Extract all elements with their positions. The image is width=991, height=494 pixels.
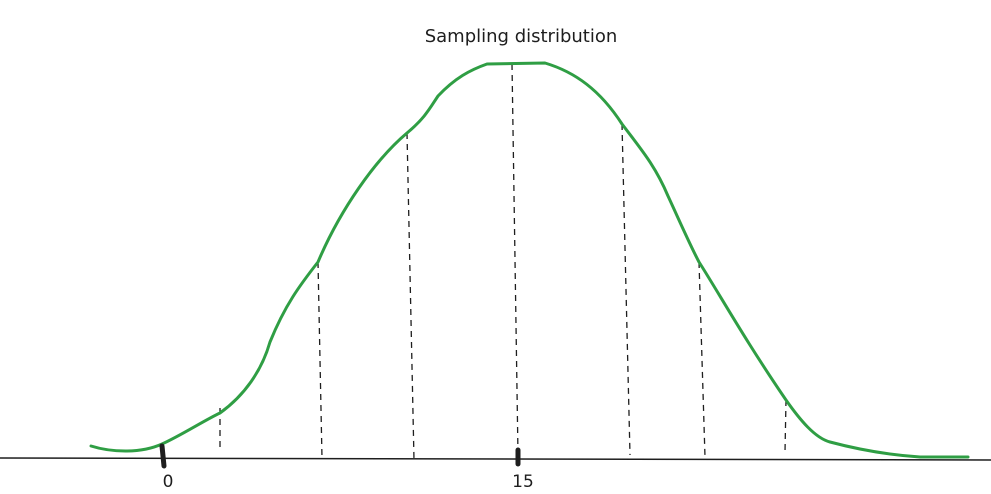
diagram-title: Sampling distribution [425,26,618,47]
dashed-guide [406,132,415,461]
tick-label-15: 15 [512,472,534,492]
dashed-guide [698,261,706,458]
tick-label-0: 0 [163,472,174,492]
dashed-guide [511,63,519,456]
tick-mark-0 [159,443,167,469]
dashed-guide [317,261,323,459]
dashed-guides [219,63,787,461]
horizontal-axis [0,457,991,461]
dashed-guide [621,123,631,456]
distribution-curve [89,61,970,459]
dashed-guide [784,399,787,453]
